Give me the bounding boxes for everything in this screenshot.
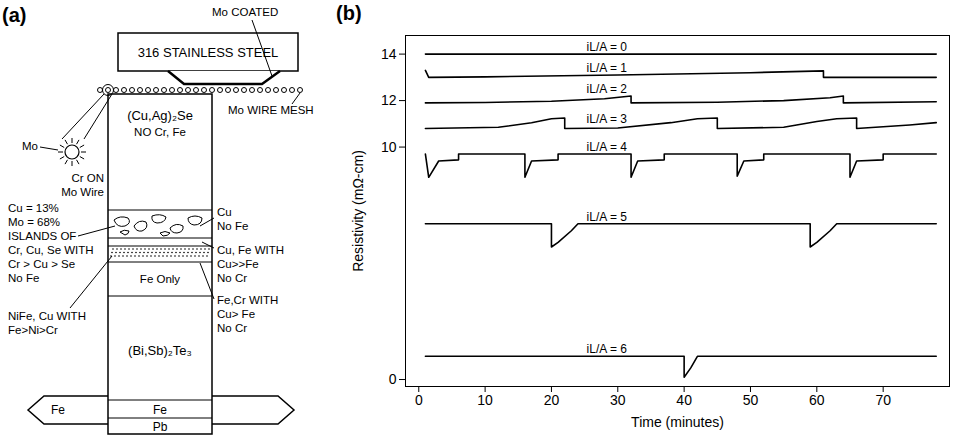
- svg-text:Cu: Cu: [217, 206, 232, 218]
- svg-text:316 STAINLESS STEEL: 316 STAINLESS STEEL: [138, 45, 279, 60]
- svg-text:No Fe: No Fe: [217, 220, 248, 232]
- svg-text:Mo = 68%: Mo = 68%: [8, 216, 60, 228]
- svg-text:(Bi,Sb)₂Te₃: (Bi,Sb)₂Te₃: [128, 343, 192, 358]
- svg-text:Fe: Fe: [51, 403, 65, 417]
- svg-text:iL/A = 1: iL/A = 1: [587, 61, 628, 75]
- svg-text:Cr > Cu > Se: Cr > Cu > Se: [8, 258, 75, 270]
- svg-text:Fe: Fe: [153, 403, 167, 417]
- svg-text:12: 12: [381, 92, 397, 108]
- svg-text:Resistivity (mΩ-cm): Resistivity (mΩ-cm): [350, 150, 366, 272]
- svg-text:(a): (a): [2, 4, 26, 26]
- svg-text:60: 60: [809, 392, 825, 408]
- svg-text:iL/A = 3: iL/A = 3: [587, 112, 628, 126]
- svg-text:Fe>Ni>Cr: Fe>Ni>Cr: [8, 324, 58, 336]
- svg-text:Mo: Mo: [22, 140, 38, 152]
- svg-text:NO Cr, Fe: NO Cr, Fe: [134, 126, 186, 138]
- svg-text:Cu>>Fe: Cu>>Fe: [217, 258, 259, 270]
- svg-text:Pb: Pb: [153, 420, 168, 434]
- svg-text:iL/A = 5: iL/A = 5: [587, 210, 628, 224]
- svg-text:Time (minutes): Time (minutes): [631, 414, 724, 430]
- svg-text:No Cr: No Cr: [217, 272, 247, 284]
- svg-text:iL/A = 6: iL/A = 6: [587, 342, 628, 356]
- html-text:(b): (b): [336, 2, 362, 24]
- svg-text:Mo WIRE MESH: Mo WIRE MESH: [228, 104, 314, 116]
- svg-text:NiFe, Cu WITH: NiFe, Cu WITH: [8, 310, 86, 322]
- svg-text:ISLANDS OF: ISLANDS OF: [8, 230, 76, 242]
- svg-text:Fe Only: Fe Only: [140, 273, 181, 285]
- svg-text:10: 10: [381, 139, 397, 155]
- svg-text:(Cu,Ag)₂Se: (Cu,Ag)₂Se: [127, 108, 193, 123]
- svg-text:14: 14: [381, 46, 397, 62]
- svg-text:40: 40: [676, 392, 692, 408]
- svg-text:No Cr: No Cr: [217, 322, 247, 334]
- svg-text:70: 70: [875, 392, 891, 408]
- svg-text:50: 50: [743, 392, 759, 408]
- svg-text:10: 10: [477, 392, 493, 408]
- svg-text:20: 20: [544, 392, 560, 408]
- svg-text:Fe,Cr WITH: Fe,Cr WITH: [217, 294, 278, 306]
- svg-text:iL/A = 2: iL/A = 2: [587, 82, 628, 96]
- svg-text:Cu, Fe WITH: Cu, Fe WITH: [217, 244, 284, 256]
- svg-text:0: 0: [389, 371, 397, 387]
- svg-text:iL/A = 0: iL/A = 0: [587, 40, 628, 54]
- svg-text:Cr ON: Cr ON: [71, 172, 104, 184]
- svg-text:Mo Wire: Mo Wire: [61, 186, 104, 198]
- svg-text:Mo COATED: Mo COATED: [212, 6, 278, 18]
- svg-text:iL/A = 4: iL/A = 4: [587, 140, 628, 154]
- svg-text:30: 30: [610, 392, 626, 408]
- svg-text:Cu = 13%: Cu = 13%: [8, 202, 59, 214]
- svg-text:No Fe: No Fe: [8, 272, 39, 284]
- svg-text:0: 0: [415, 392, 423, 408]
- svg-text:Cu> Fe: Cu> Fe: [217, 308, 255, 320]
- svg-text:Cr, Cu, Se WITH: Cr, Cu, Se WITH: [8, 244, 94, 256]
